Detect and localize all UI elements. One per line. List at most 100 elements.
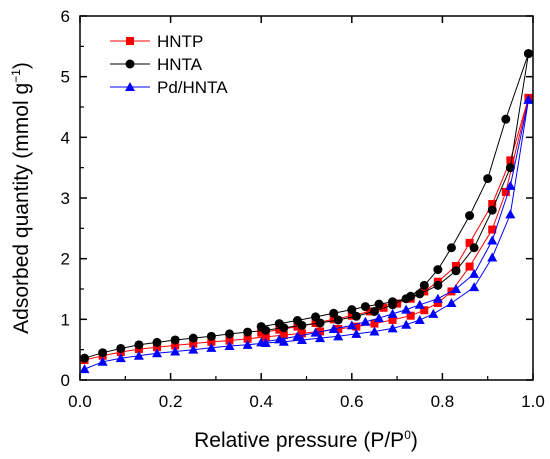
desorption-point [329, 308, 339, 318]
adsorption-point [465, 211, 475, 221]
adsorption-point [296, 334, 307, 344]
adsorption-point [152, 348, 163, 358]
desorption-point [311, 318, 320, 327]
adsorption-point [206, 331, 216, 341]
plot-frame [79, 15, 534, 381]
desorption-point [292, 331, 303, 341]
desorption-point [469, 243, 479, 253]
legend-marker [126, 37, 134, 45]
desorption-point [393, 299, 402, 308]
adsorption-point [469, 282, 480, 292]
adsorption-point [387, 323, 398, 333]
adsorption-point [388, 315, 397, 324]
adsorption-point [370, 319, 379, 328]
desorption-point [310, 327, 321, 337]
desorption-point [401, 304, 412, 314]
adsorption-point [334, 325, 343, 334]
y-tick-label: 6 [61, 7, 70, 26]
adsorption-point [352, 322, 361, 331]
adsorption-line [84, 99, 529, 370]
desorption-point [469, 268, 480, 278]
desorption-point [433, 280, 443, 290]
adsorption-point [97, 356, 108, 366]
desorption-point [365, 307, 374, 316]
adsorption-point [188, 344, 199, 354]
adsorption-point [225, 336, 234, 345]
desorption-point [274, 319, 284, 329]
adsorption-point [207, 337, 216, 346]
y-tick-label: 4 [61, 128, 70, 147]
adsorption-point [406, 311, 415, 320]
adsorption-point [134, 340, 144, 350]
y-tick-label: 0 [61, 371, 70, 390]
desorption-point [257, 328, 266, 337]
desorption-point [432, 293, 443, 303]
desorption-point [414, 299, 425, 309]
adsorption-point [505, 209, 516, 219]
adsorption-point [501, 187, 510, 196]
adsorption-point [170, 346, 181, 356]
x-tick-label: 0.0 [68, 392, 92, 411]
adsorption-point [433, 298, 442, 307]
desorption-point [487, 205, 497, 215]
adsorption-point [369, 326, 380, 336]
legend: HNTP HNTA Pd/HNTA [110, 32, 228, 97]
y-tick-label: 5 [61, 68, 70, 87]
desorption-line [261, 53, 529, 328]
adsorption-point [133, 350, 144, 360]
desorption-point [292, 316, 302, 326]
adsorption-point [446, 297, 457, 307]
series-pd-hnta [79, 94, 534, 374]
desorption-point [311, 312, 321, 322]
legend-label: HNTA [157, 55, 203, 74]
adsorption-point [333, 315, 343, 325]
adsorption-point [414, 314, 425, 324]
ticks-layer: 0.0 0.2 0.4 0.6 0.8 1.0 0 1 2 3 4 5 6 [61, 7, 545, 411]
legend-marker [125, 82, 135, 91]
adsorption-point [278, 336, 289, 346]
series-hnta [80, 49, 533, 363]
desorption-point [450, 284, 461, 293]
desorption-point [523, 49, 533, 59]
adsorption-point [189, 339, 198, 348]
desorption-point [360, 302, 370, 312]
adsorption-point [419, 280, 429, 290]
desorption-point [488, 200, 497, 209]
adsorption-point [369, 306, 379, 316]
desorption-point [465, 238, 474, 247]
adsorption-point [224, 341, 235, 351]
y-tick-label: 3 [61, 189, 70, 208]
adsorption-point [261, 332, 270, 341]
adsorption-point [188, 333, 198, 343]
desorption-point [373, 313, 384, 323]
desorption-point [374, 299, 384, 309]
adsorption-point [243, 327, 253, 337]
desorption-point [328, 324, 339, 334]
desorption-point [505, 163, 515, 173]
desorption-point [506, 156, 515, 165]
adsorption-point [116, 343, 126, 353]
adsorption-point [433, 265, 443, 275]
adsorption-point [420, 306, 429, 315]
adsorption-point [98, 348, 108, 358]
desorption-point [346, 320, 357, 330]
desorption-point [347, 311, 356, 320]
legend-marker [125, 59, 135, 69]
desorption-line [261, 97, 529, 334]
legend-label: Pd/HNTA [157, 78, 228, 97]
adsorption-point [488, 225, 497, 234]
adsorption-point [115, 353, 126, 363]
adsorption-point [446, 243, 456, 253]
adsorption-point [297, 329, 306, 338]
desorption-point [256, 337, 267, 347]
legend-label: HNTP [157, 32, 203, 51]
adsorption-line [84, 53, 529, 359]
adsorption-point [206, 342, 217, 352]
x-tick-label: 0.4 [249, 392, 273, 411]
adsorption-point [428, 308, 439, 318]
adsorption-point [171, 341, 180, 350]
desorption-point [293, 322, 302, 331]
adsorption-point [242, 339, 253, 349]
desorption-point [275, 325, 284, 334]
